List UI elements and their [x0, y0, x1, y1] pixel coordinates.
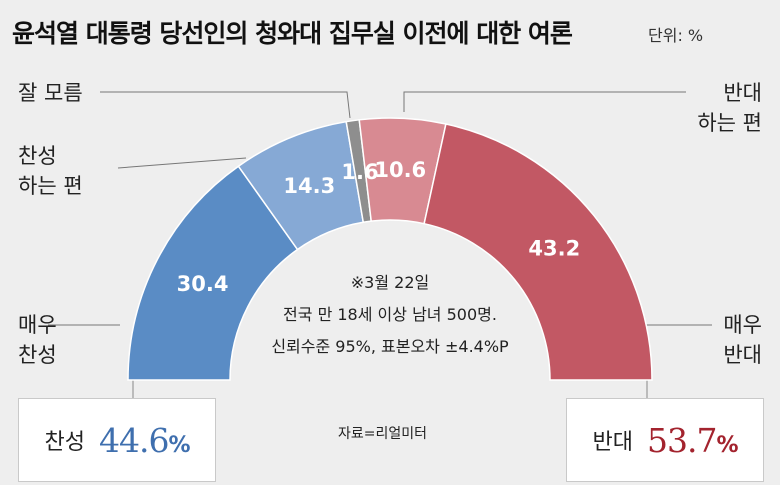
- oppose-total-box: 반대 53.7%: [566, 398, 764, 482]
- value-label-dont-know: 1.6: [341, 160, 378, 184]
- chart-title: 윤석열 대통령 당선인의 청와대 집무실 이전에 대한 여론: [12, 19, 573, 48]
- support-total-box: 찬성 44.6%: [18, 398, 216, 482]
- note-line-3: 신뢰수준 95%, 표본오차 ±4.4%P: [271, 337, 509, 356]
- value-label-very-oppose: 43.2: [528, 237, 580, 261]
- category-label-very-oppose-line-1: 매우: [723, 313, 762, 337]
- source-label: 자료=리얼미터: [338, 426, 428, 442]
- category-label-very-support-line-2: 찬성: [18, 343, 57, 367]
- value-label-very-support: 30.4: [177, 272, 229, 296]
- support-total-value: 44.6%: [98, 420, 191, 460]
- unit-label: 단위: %: [648, 26, 704, 45]
- category-label-somewhat-oppose-line-1: 반대: [723, 81, 762, 105]
- leader-line-somewhat-support: [117, 157, 247, 169]
- category-label-somewhat-support-line-1: 찬성: [18, 144, 57, 168]
- segment-very-oppose: [423, 123, 653, 381]
- leader-line-dont-know: [100, 91, 351, 119]
- category-label-dont-know-line-1: 잘 모름: [18, 81, 83, 105]
- oppose-total-label: 반대: [592, 430, 633, 455]
- category-label-somewhat-oppose-line-2: 하는 편: [697, 111, 762, 135]
- note-line-1: ※3월 22일: [351, 273, 429, 292]
- category-label-very-oppose-line-2: 반대: [723, 343, 762, 367]
- value-label-somewhat-support: 14.3: [283, 174, 335, 198]
- note-line-2: 전국 만 18세 이상 남녀 500명.: [283, 305, 497, 324]
- category-label-somewhat-support-line-2: 하는 편: [18, 174, 83, 198]
- oppose-total-value: 53.7%: [646, 420, 739, 460]
- value-label-somewhat-oppose: 10.6: [374, 158, 426, 182]
- category-label-very-support-line-1: 매우: [18, 313, 57, 337]
- support-total-label: 찬성: [44, 430, 85, 455]
- leader-line-somewhat-oppose: [403, 91, 686, 112]
